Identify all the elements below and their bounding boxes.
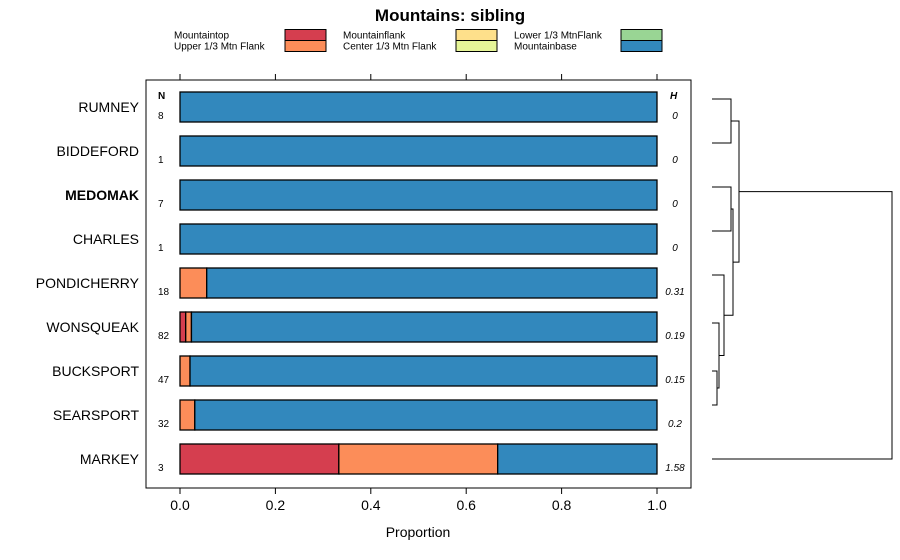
legend-swatch-mountaintop	[284, 29, 327, 41]
legend-swatch-lower-1-3-mtnflank	[620, 29, 663, 41]
n-value: 32	[158, 419, 170, 430]
dendro-branch-wonsqueak	[712, 322, 720, 389]
n-column-header: N	[158, 91, 165, 102]
row-searsport: SEARSPORT 32 0.2	[53, 399, 682, 431]
row-biddeford: BIDDEFORD 1 0	[57, 135, 678, 167]
bar-segment-upper-1-3-mtn-flank	[185, 311, 193, 343]
bar-segment-mountainbase	[189, 355, 658, 387]
bar-segment-mountainbase	[179, 91, 658, 123]
bar-segment-mountainbase	[497, 443, 658, 475]
row-pondicherry: PONDICHERRY 18 0.31	[36, 267, 685, 299]
dendro-branch-medomak-charles	[712, 186, 732, 232]
bar-segment-upper-1-3-mtn-flank	[179, 267, 208, 299]
h-value: 0	[672, 199, 678, 210]
category-label: MARKEY	[80, 451, 140, 467]
n-value: 7	[158, 199, 164, 210]
legend-label-upper-1-3-mtn-flank: Upper 1/3 Mtn Flank	[174, 42, 266, 53]
legend-label-mountainflank: Mountainflank	[343, 31, 406, 42]
category-label: WONSQUEAK	[46, 319, 139, 335]
h-value: 0.15	[665, 375, 685, 386]
h-value: 0	[672, 155, 678, 166]
bar-rows: RUMNEY 8 0 BIDDEFORD 1 0 MEDOMAK 7 0 CHARLES 1 0 PON…	[36, 91, 685, 475]
n-value: 47	[158, 375, 170, 386]
x-tick-label: 0.8	[552, 497, 572, 513]
x-tick-label: 0.0	[170, 497, 190, 513]
dendro-branch-root-markey	[712, 191, 893, 460]
bar-segment-mountaintop	[179, 311, 187, 343]
h-value: 0.2	[668, 419, 682, 430]
n-value: 1	[158, 155, 164, 166]
h-value: 0	[672, 111, 678, 122]
x-axis: 0.0 0.2 0.4 0.6 0.8 1.0	[170, 74, 667, 513]
legend-label-lower-1-3-mtnflank: Lower 1/3 MtnFlank	[514, 31, 603, 42]
n-value: 82	[158, 331, 170, 342]
legend-label-mountainbase: Mountainbase	[514, 42, 577, 53]
bar-segment-mountainbase	[179, 135, 658, 167]
category-label: BIDDEFORD	[57, 143, 139, 159]
bar-segment-mountainbase	[206, 267, 658, 299]
bar-segment-mountaintop	[179, 443, 340, 475]
category-label: SEARSPORT	[53, 407, 140, 423]
legend-label-center-1-3-mtn-flank: Center 1/3 Mtn Flank	[343, 42, 437, 53]
bar-segment-upper-1-3-mtn-flank	[179, 399, 196, 431]
category-label: MEDOMAK	[65, 187, 139, 203]
h-value: 0.19	[665, 331, 685, 342]
legend-swatch-mountainbase	[620, 40, 663, 52]
bar-segment-mountainbase	[179, 179, 658, 211]
x-tick-label: 0.2	[266, 497, 286, 513]
category-label: BUCKSPORT	[52, 363, 139, 379]
bar-segment-upper-1-3-mtn-flank	[179, 355, 191, 387]
bar-segment-mountainbase	[190, 311, 658, 343]
bar-segment-mountainbase	[194, 399, 658, 431]
n-value: 3	[158, 463, 164, 474]
row-markey: MARKEY 3 1.58	[80, 443, 685, 475]
dendrogram	[712, 98, 893, 460]
dendro-branch-rumney-rest	[731, 120, 740, 263]
bar-segment-mountainbase	[179, 223, 658, 255]
plot-frame	[145, 79, 692, 489]
n-value: 18	[158, 287, 170, 298]
dendro-branch-medomak-pond	[724, 208, 734, 316]
x-tick-label: 0.6	[456, 497, 476, 513]
h-column-header: H	[670, 91, 678, 102]
legend-swatch-mountainflank	[455, 29, 498, 41]
n-value: 1	[158, 243, 164, 254]
legend-swatch-upper-1-3-mtn-flank	[284, 40, 327, 52]
h-value: 0.31	[665, 287, 684, 298]
h-value: 1.58	[665, 463, 685, 474]
x-axis-label: Proportion	[386, 524, 451, 540]
dendro-branch-bucksport-searsport	[712, 370, 718, 406]
row-wonsqueak: WONSQUEAK 82 0.19	[46, 311, 685, 343]
row-bucksport: BUCKSPORT 47 0.15	[52, 355, 685, 387]
category-label: CHARLES	[73, 231, 139, 247]
bar-segment-upper-1-3-mtn-flank	[338, 443, 499, 475]
n-value: 8	[158, 111, 164, 122]
legend-swatch-center-1-3-mtn-flank	[455, 40, 498, 52]
category-label: RUMNEY	[78, 99, 139, 115]
row-charles: CHARLES 1 0	[73, 223, 678, 255]
dendro-branch-rumney-biddeford	[712, 98, 732, 144]
x-tick-label: 1.0	[647, 497, 667, 513]
row-rumney: RUMNEY 8 0	[78, 91, 678, 123]
row-medomak: MEDOMAK 7 0	[65, 179, 678, 211]
legend-label-mountaintop: Mountaintop	[174, 31, 229, 42]
chart-title: Mountains: sibling	[375, 6, 525, 25]
category-label: PONDICHERRY	[36, 275, 140, 291]
x-tick-label: 0.4	[361, 497, 381, 513]
h-value: 0	[672, 243, 678, 254]
dendro-branch-pondicherry	[712, 274, 725, 356]
